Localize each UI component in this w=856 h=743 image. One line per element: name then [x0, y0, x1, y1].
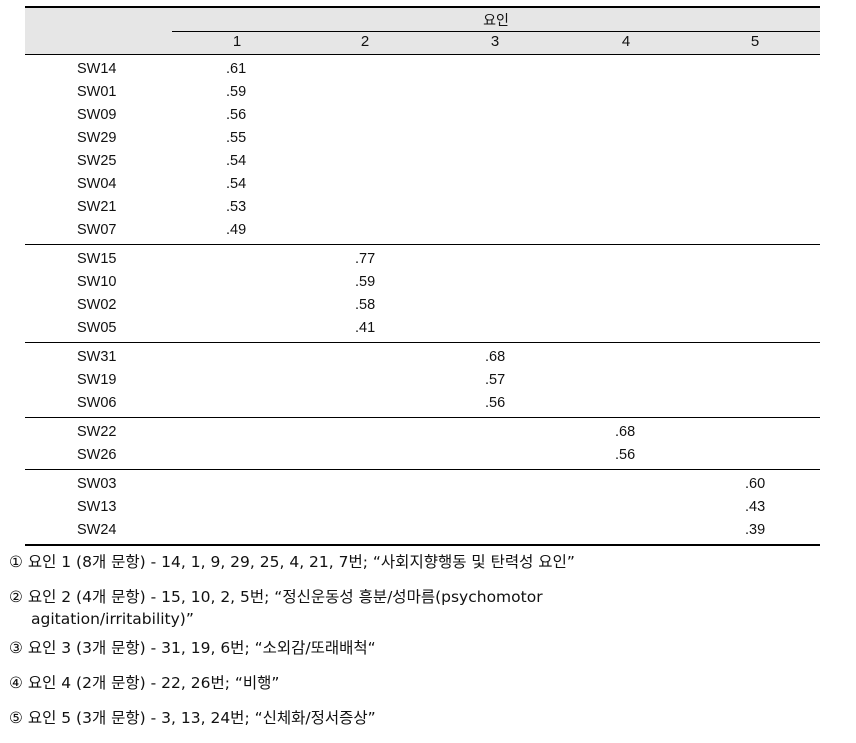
column-header-4: 4: [621, 33, 631, 50]
table-row: SW02 .58: [25, 294, 820, 317]
factor-header: 요인: [483, 12, 509, 28]
loading-value: .39: [745, 522, 766, 538]
column-header-5: 5: [750, 33, 760, 50]
loading-value: .56: [226, 107, 247, 123]
loading-value: .56: [485, 395, 506, 411]
table-row: SW31 .68: [25, 346, 820, 369]
table-row: SW19 .57: [25, 369, 820, 392]
table-row: SW01 .59: [25, 81, 820, 104]
table-row: SW13 .43: [25, 496, 820, 519]
loading-value: .59: [226, 84, 247, 100]
note-text: ② 요인 2 (4개 문항) - 15, 10, 2, 5번; “정신운동성 흥…: [9, 588, 543, 606]
factor-notes: ① 요인 1 (8개 문항) - 14, 1, 9, 29, 25, 4, 21…: [9, 545, 849, 736]
table-row: SW15 .77: [25, 248, 820, 271]
item-code: SW14: [77, 61, 117, 77]
loading-value: .68: [615, 424, 636, 440]
item-code: SW21: [77, 199, 117, 215]
item-code: SW24: [77, 522, 117, 538]
item-code: SW31: [77, 349, 117, 365]
loading-value: .77: [355, 251, 376, 267]
table-row: SW06 .56: [25, 392, 820, 415]
item-code: SW01: [77, 84, 117, 100]
item-code: SW02: [77, 297, 117, 313]
column-header-3: 3: [490, 33, 500, 50]
item-code: SW06: [77, 395, 117, 411]
loading-value: .49: [226, 222, 247, 238]
table-row: SW29 .55: [25, 127, 820, 150]
factor-note: ③ 요인 3 (3개 문항) - 31, 19, 6번; “소외감/또래배척“: [9, 631, 849, 666]
loading-value: .54: [226, 153, 247, 169]
item-code: SW19: [77, 372, 117, 388]
loading-value: .60: [745, 476, 766, 492]
table-row: SW21 .53: [25, 196, 820, 219]
table-header: 요인 1 2 3 4 5: [25, 6, 820, 55]
loading-value: .55: [226, 130, 247, 146]
item-code: SW15: [77, 251, 117, 267]
factor-group-5: SW03 .60 SW13 .43 SW24 .39: [25, 470, 820, 546]
item-code: SW05: [77, 320, 117, 336]
item-code: SW25: [77, 153, 117, 169]
item-code: SW04: [77, 176, 117, 192]
item-code: SW22: [77, 424, 117, 440]
note-text: ③ 요인 3 (3개 문항) - 31, 19, 6번; “소외감/또래배척“: [9, 639, 376, 657]
factor-loading-table: 요인 1 2 3 4 5 SW14 .61 SW01 .59 SW09 .56 SW29 .5…: [25, 6, 820, 546]
factor-group-1: SW14 .61 SW01 .59 SW09 .56 SW29 .55 SW25 .54 SW04.…: [25, 55, 820, 245]
item-code: SW09: [77, 107, 117, 123]
note-text: ⑤ 요인 5 (3개 문항) - 3, 13, 24번; “신체화/정서증상”: [9, 709, 376, 727]
loading-value: .58: [355, 297, 376, 313]
table-body: SW14 .61 SW01 .59 SW09 .56 SW29 .55 SW25 .54 SW04.…: [25, 55, 820, 546]
loading-value: .54: [226, 176, 247, 192]
factor-note: ④ 요인 4 (2개 문항) - 22, 26번; “비행”: [9, 666, 849, 701]
table-row: SW24 .39: [25, 519, 820, 542]
table-row: SW03 .60: [25, 473, 820, 496]
table-row: SW05 .41: [25, 317, 820, 340]
factor-group-3: SW31 .68 SW19 .57 SW06 .56: [25, 343, 820, 418]
table-row: SW22 .68: [25, 421, 820, 444]
loading-value: .56: [615, 447, 636, 463]
note-text: ④ 요인 4 (2개 문항) - 22, 26번; “비행”: [9, 674, 280, 692]
header-rule: [172, 31, 820, 32]
factor-group-4: SW22 .68 SW26 .56: [25, 418, 820, 470]
factor-note: ① 요인 1 (8개 문항) - 14, 1, 9, 29, 25, 4, 21…: [9, 545, 849, 580]
loading-value: .59: [355, 274, 376, 290]
item-code: SW03: [77, 476, 117, 492]
table-row: SW25 .54: [25, 150, 820, 173]
item-code: SW07: [77, 222, 117, 238]
column-header-2: 2: [360, 33, 370, 50]
item-code: SW26: [77, 447, 117, 463]
loading-value: .43: [745, 499, 766, 515]
loading-value: .53: [226, 199, 247, 215]
loading-value: .57: [485, 372, 506, 388]
item-code: SW29: [77, 130, 117, 146]
table-row: SW07 .49: [25, 219, 820, 242]
table-row: SW26 .56: [25, 444, 820, 467]
table-row: SW10 .59: [25, 271, 820, 294]
factor-note: ② 요인 2 (4개 문항) - 15, 10, 2, 5번; “정신운동성 흥…: [9, 580, 849, 629]
item-code: SW13: [77, 499, 117, 515]
loading-value: .41: [355, 320, 376, 336]
table-row: SW09 .56: [25, 104, 820, 127]
note-text: ① 요인 1 (8개 문항) - 14, 1, 9, 29, 25, 4, 21…: [9, 553, 575, 571]
loading-value: .68: [485, 349, 506, 365]
loading-value: .61: [226, 61, 247, 77]
factor-group-2: SW15 .77 SW10 .59 SW02 .58 SW05 .41: [25, 245, 820, 343]
column-header-1: 1: [232, 33, 242, 50]
table-row: SW14 .61: [25, 58, 820, 81]
factor-note: ⑤ 요인 5 (3개 문항) - 3, 13, 24번; “신체화/정서증상”: [9, 701, 849, 736]
item-code: SW10: [77, 274, 117, 290]
note-continuation: agitation/irritability)”: [31, 610, 194, 628]
table-row: SW04 .54: [25, 173, 820, 196]
